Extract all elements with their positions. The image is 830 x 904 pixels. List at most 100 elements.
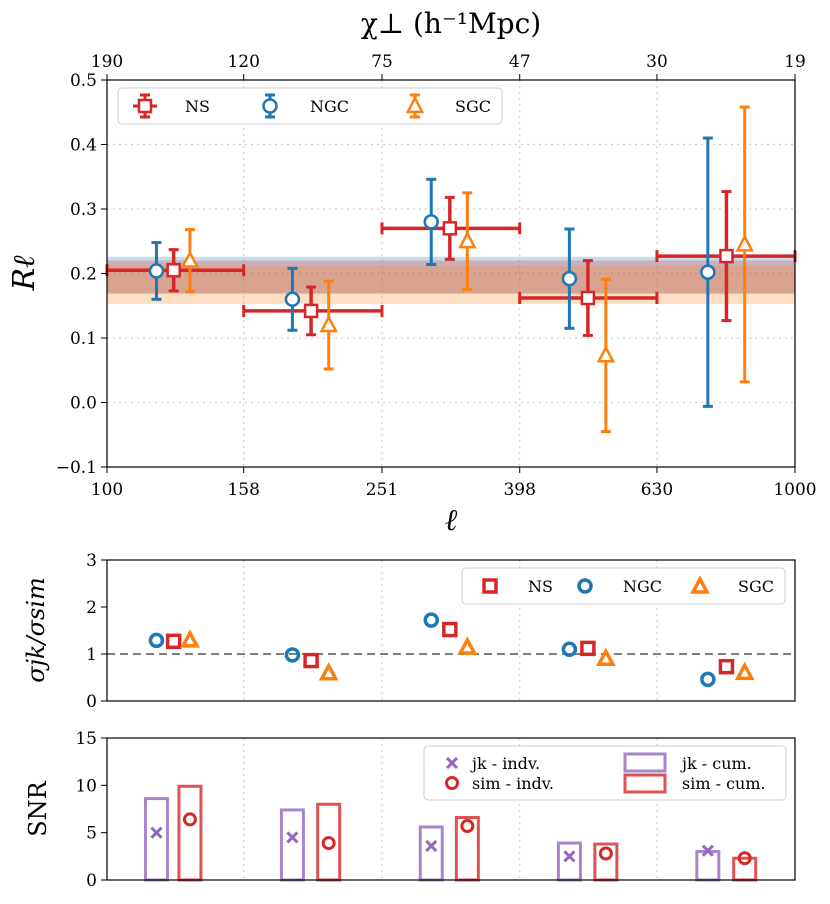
snr-ytick-label: 0 [86,871,97,891]
jk-indv-point-stroke [425,839,438,852]
r-ell-legend-box [117,87,503,125]
ns-sigma-point [718,658,735,675]
sgc-sigma-point [318,662,339,681]
ns-marker [442,221,458,236]
sim-indv-point [737,851,752,866]
ngc-sigma-point [284,647,301,663]
jk-indv-point [425,839,438,852]
ngc-marker [561,270,578,287]
ns-marker [719,248,734,264]
sgc-sigma-point [180,629,200,648]
r-ell-ytick-label: 0.1 [70,329,97,349]
ns-marker [166,263,181,278]
ngc-point [284,266,301,332]
snr-ticks: 0 5 10 15 [75,729,107,891]
ns-point [105,248,246,293]
jk-indv-point-stroke [150,826,163,839]
band-ngc [107,256,795,295]
jk-indv-point-stroke [286,831,299,844]
r-ell-ytick-label: 0.0 [70,394,97,414]
sim-indv-point [598,846,613,861]
sgc-point [735,105,754,384]
jk-cum-bar [695,850,721,882]
jk-indv-point-stroke [701,844,714,857]
sigma-ticks: 0 1 2 3 [86,551,107,712]
sim-indv-point [460,819,475,834]
ngc-sigma-point [700,671,716,688]
sim-cum-bar [732,856,758,882]
legend-marker-jk-indv [445,756,459,770]
ns-marker [303,303,319,319]
sgc-point [458,191,477,292]
sgc-marker [180,250,200,268]
jk-cum-bar [556,841,582,882]
legend-marker-jk-indv-stroke [445,756,459,770]
top-axis-tick-label: 30 [646,52,668,72]
r-ell-ytick-label: 0.5 [70,71,97,91]
sgc-sigma-point [734,661,755,681]
legend-patch-jk-cum [623,752,667,773]
legend-label: jk - indv. [470,754,540,773]
sgc-marker [319,314,338,333]
legend-entry-ngc: NGC [262,93,349,119]
legend-marker-ns [482,578,498,594]
top-axis-label: χ⊥ (h⁻¹Mpc) [361,7,541,40]
legend-marker [405,95,425,114]
sgc-sigma-point [595,647,616,666]
jk-cum-bar [418,825,444,882]
ngc-sigma-point [561,641,578,658]
snr-ytick-label: 10 [75,776,97,796]
ngc-marker [423,214,439,230]
sigma-frame [106,559,796,702]
r-ell-ytick-label: 0.4 [70,136,97,156]
snr-ytick-label: 15 [75,729,97,749]
sgc-point [180,228,200,294]
r-ell-bands [107,256,795,304]
ns-sigma-point [442,621,458,638]
r-ell-marks [105,105,797,434]
sgc-marker [458,230,477,249]
ngc-marker [148,263,165,279]
r-ell-xtick-label: 398 [503,480,535,500]
sigma-ytick-label: 2 [86,598,97,618]
legend-label: jk - cum. [680,754,752,773]
sim-cum-bar [316,802,342,882]
r-ell-ytick-label: 0.3 [70,200,97,220]
sim-cum-bar [177,784,203,882]
legend-label: SGC [455,97,491,116]
band-ns [107,260,795,293]
jk-cum-bar [279,808,305,882]
legend-marker-sgc [690,575,710,594]
sgc-marker [735,233,754,252]
legend-marker-ngc [577,578,593,594]
r-ell-legend: NS NGC SGC [117,87,503,125]
ngc-point [561,227,578,330]
sgc-point [596,277,616,434]
legend-label: NGC [310,97,349,116]
sigma-ytick-label: 1 [86,645,97,665]
ngc-sigma-point [423,612,439,628]
ns-point [518,259,659,337]
legend-label: SGC [738,577,774,596]
r-ell-xlabel: ℓ [445,503,458,538]
sigma-legend: NS NGC SGC [461,567,786,605]
ns-marker [580,290,596,306]
jk-indv-point [701,844,714,857]
ns-point [242,285,384,337]
legend-marker-sim-indv [445,776,459,790]
jk-indv-point [150,826,163,839]
ngc-sigma-point [148,632,165,649]
sgc-point [319,279,338,371]
jk-cum-bar [143,797,169,882]
r-ell-xtick-label: 158 [227,480,259,500]
ns-point [380,195,522,261]
sgc-sigma-point [457,636,478,655]
top-axis-tick-label: 190 [91,52,123,72]
ns-sigma-point [165,633,182,650]
jk-indv-point [286,831,299,844]
sigma-legend-box [461,567,786,605]
r-ell-ytick-label: 0.2 [70,265,97,285]
legend-label: sim - indv. [472,774,554,793]
sigma-ylabel: σjk/σsim [22,577,50,683]
snr-legend: jk - indv.sim - indv. jk - cum.sim - cum. [423,745,787,801]
